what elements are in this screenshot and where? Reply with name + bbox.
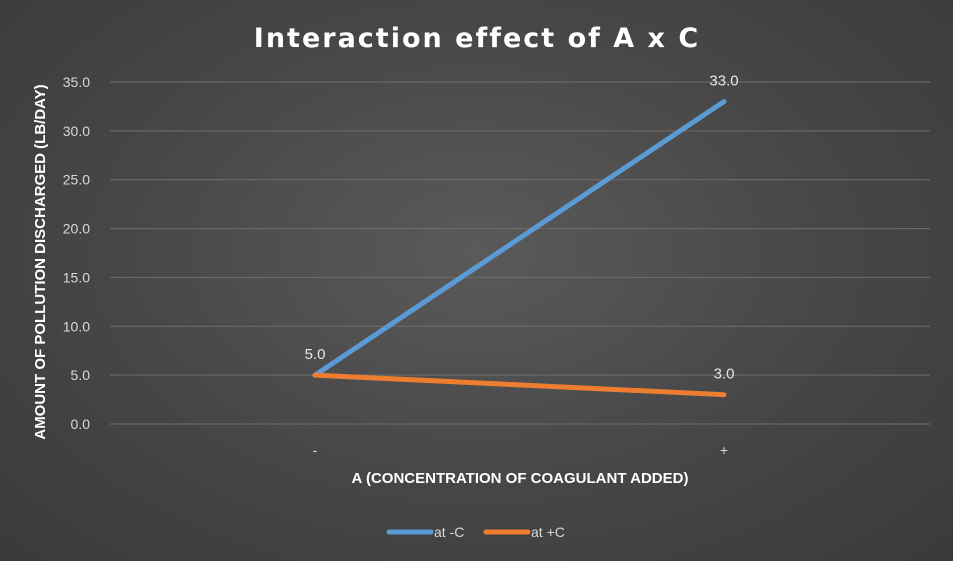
series-lines xyxy=(312,99,727,398)
y-tick-label: 35.0 xyxy=(63,74,90,90)
y-axis-ticks: 0.0 5.0 10.0 15.0 20.0 25.0 30.0 35.0 xyxy=(63,74,90,432)
y-tick-label: 25.0 xyxy=(63,172,90,188)
legend: at -C at +C xyxy=(386,524,565,540)
data-label: 3.0 xyxy=(714,366,735,383)
data-label: 33.0 xyxy=(709,73,738,90)
legend-label-1: at -C xyxy=(434,524,464,540)
legend-label-2: at +C xyxy=(531,524,565,540)
data-label: 5.0 xyxy=(305,346,326,363)
y-tick-label: 30.0 xyxy=(63,123,90,139)
y-tick-label: 20.0 xyxy=(63,221,90,237)
x-tick-label: + xyxy=(720,442,728,458)
x-axis-title: A (CONCENTRATION OF COAGULANT ADDED) xyxy=(352,470,689,487)
gridlines xyxy=(110,81,930,425)
x-axis-ticks: - + xyxy=(313,442,728,458)
y-axis-title: AMOUNT OF POLLUTION DISCHARGED (LB/DAY) xyxy=(32,84,49,439)
data-labels: 5.0 33.0 3.0 xyxy=(305,73,739,383)
y-tick-label: 10.0 xyxy=(63,318,90,334)
y-tick-label: 0.0 xyxy=(71,416,91,432)
y-tick-label: 15.0 xyxy=(63,269,90,285)
series-line-1 xyxy=(312,99,727,378)
x-tick-label: - xyxy=(313,442,318,458)
y-tick-label: 5.0 xyxy=(71,367,91,383)
series-line-2 xyxy=(312,372,727,398)
chart-title: Interaction effect of A x C xyxy=(254,23,700,54)
